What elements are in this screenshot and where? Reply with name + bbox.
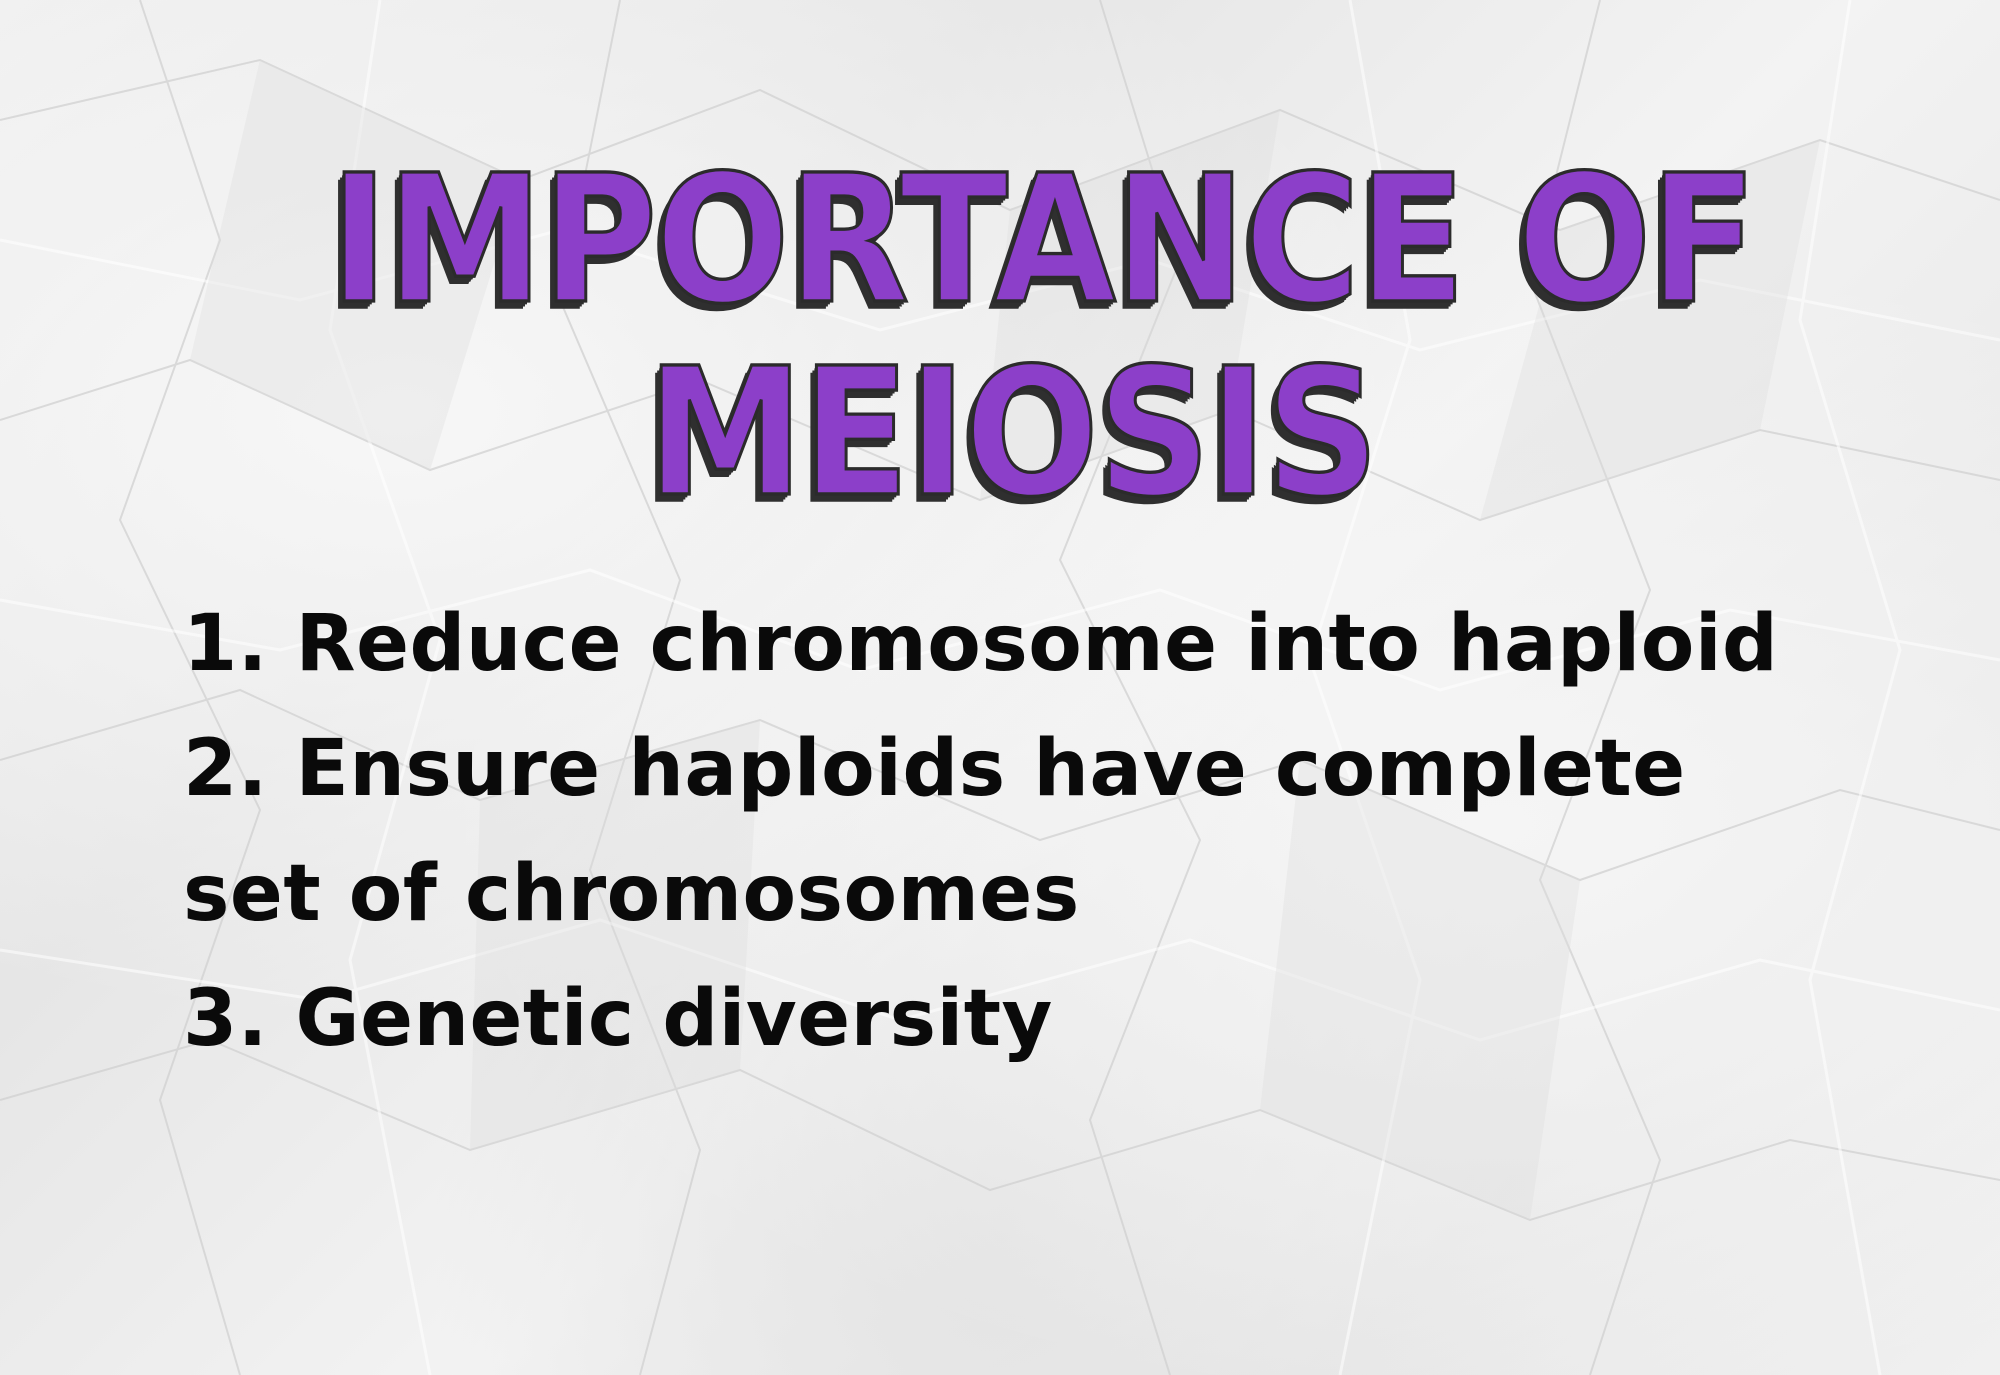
importance-list: 1. Reduce chromosome into haploid 2. Ens… [183,582,1833,1082]
list-item: 1. Reduce chromosome into haploid [183,599,1779,689]
list-item: 3. Genetic diversity [183,974,1053,1064]
title-line-2: Meiosis [645,330,1381,537]
list-item: 2. Ensure haploids have complete set of … [183,724,1686,939]
title-line-1: Importance of [328,137,1759,344]
